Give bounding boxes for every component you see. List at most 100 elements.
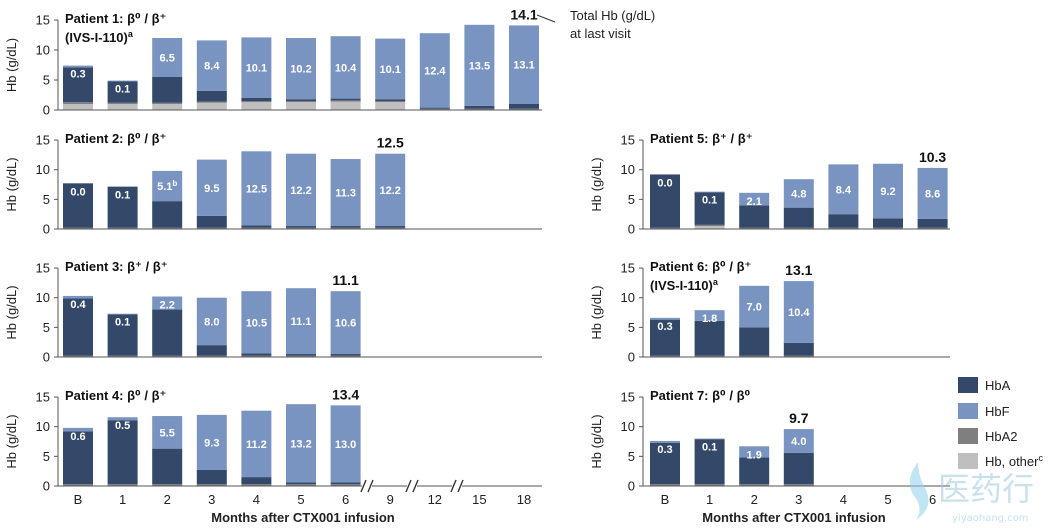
y-tick-label: 5 <box>628 449 635 464</box>
bar-segment-hba <box>286 482 316 485</box>
bar-segment-hba <box>196 215 227 228</box>
bar-value-label: 0.0 <box>657 177 672 189</box>
bar-segment-hba <box>783 452 814 485</box>
bar-value-label: 5.1b <box>157 179 177 193</box>
bar-value-label: 12.2 <box>290 185 311 197</box>
bar-segment-hba <box>63 67 93 103</box>
bar-value-label: 0.1 <box>115 84 130 96</box>
x-tick-label: 1 <box>119 492 126 507</box>
bar-segment-a2 <box>694 355 725 357</box>
bar-segment-hba <box>196 90 227 102</box>
y-tick-label: 15 <box>36 13 50 28</box>
bar-segment-a2 <box>419 108 450 110</box>
y-axis-title: Hb (g/dL) <box>4 157 19 211</box>
y-tick-label: 5 <box>628 192 635 207</box>
bar-value-label: 4.0 <box>791 436 806 448</box>
bar-segment-hbf <box>107 186 138 187</box>
bar-segment-hba <box>63 431 93 485</box>
y-axis-title: Hb (g/dL) <box>4 414 19 468</box>
bar-segment-hba <box>330 354 361 356</box>
bar-value-label: 9.3 <box>204 437 219 449</box>
total-hb-label: 10.3 <box>919 149 946 165</box>
bar-segment-hba <box>375 226 406 228</box>
y-tick-label: 0 <box>43 103 50 118</box>
bar-segment-other <box>152 104 183 110</box>
legend-label: HbF <box>985 404 1010 419</box>
bar-segment-hbf <box>107 313 138 315</box>
bar-segment-hba <box>63 298 93 356</box>
y-tick-label: 10 <box>36 419 50 434</box>
legend-label: Hb, otherc <box>985 453 1043 469</box>
bar-segment-a2 <box>783 484 814 486</box>
bar-segment-a2 <box>375 227 406 229</box>
bar-value-label: 8.0 <box>204 316 219 328</box>
x-tick-label: 3 <box>208 492 215 507</box>
bar-value-label: 0.5 <box>115 420 130 432</box>
bar-segment-hbf <box>873 163 903 219</box>
bar-segment-hba <box>694 320 725 356</box>
bar-segment-hbf <box>694 310 725 321</box>
bar-value-label: 0.1 <box>702 195 717 207</box>
y-tick-label: 0 <box>628 479 635 494</box>
x-tick-label: 6 <box>342 492 349 507</box>
y-tick-label: 5 <box>43 449 50 464</box>
y-tick-label: 10 <box>36 43 50 58</box>
footnote-marker: a <box>713 277 719 287</box>
bar-segment-hbf <box>196 414 227 470</box>
bar-segment-a2 <box>63 227 93 229</box>
bar-segment-hba <box>783 207 814 228</box>
total-hb-label: 11.1 <box>332 272 359 288</box>
bar-value-label: 13.0 <box>335 439 356 451</box>
panel-patient-3: 0 5 10 15 Hb (g/dL) Patient 3: β⁺ / β⁺ 0.4 0.1 2… <box>4 259 542 365</box>
bar-segment-other <box>286 102 316 110</box>
x-tick-label: B <box>661 492 670 507</box>
bar-segment-a2 <box>694 224 725 227</box>
y-tick-label: 0 <box>628 222 635 237</box>
legend-swatch <box>958 428 978 444</box>
legend-swatch <box>958 403 978 419</box>
y-axis-title: Hb (g/dL) <box>4 285 19 339</box>
bar-value-label: 5.5 <box>160 427 175 439</box>
bar-segment-a2 <box>509 108 539 110</box>
bar-segment-other <box>241 102 272 110</box>
bar-segment-hbf <box>196 297 227 346</box>
bar-segment-hbf <box>241 151 272 226</box>
bar-segment-hbf <box>739 192 770 206</box>
bar-segment-a2 <box>330 227 361 229</box>
panel-title: Patient 3: β⁺ / β⁺ <box>65 259 168 274</box>
axis-break-mark <box>405 479 412 493</box>
bar-segment-hba <box>152 77 183 103</box>
y-tick-label: 15 <box>621 133 635 148</box>
bar-segment-hbf <box>241 410 272 478</box>
bar-segment-a2 <box>63 102 93 104</box>
bar-segment-hbf <box>107 417 138 421</box>
bar-segment-hbf <box>152 416 183 449</box>
x-tick-label: 5 <box>884 492 891 507</box>
bar-segment-hba <box>107 314 138 356</box>
axis-break-mark <box>412 479 419 493</box>
y-tick-label: 0 <box>43 350 50 365</box>
bar-segment-hba <box>241 225 272 228</box>
bar-segment-hbf <box>694 438 725 440</box>
total-hb-label: 9.7 <box>789 410 809 426</box>
bar-segment-hba <box>63 183 93 228</box>
bar-segment-other <box>330 101 361 110</box>
bar-segment-hbf <box>464 24 495 106</box>
bar-segment-hba <box>650 174 680 228</box>
bar-segment-a2 <box>63 355 93 357</box>
bar-segment-hba <box>828 214 859 228</box>
legend-swatch <box>958 377 978 393</box>
axis-break-gap <box>452 479 462 493</box>
bar-segment-a2 <box>196 101 227 103</box>
bar-segment-a2 <box>241 355 272 357</box>
bar-segment-hbf <box>63 427 93 432</box>
bar-segment-hba <box>330 482 361 485</box>
bar-segment-hbf <box>152 38 183 77</box>
y-tick-label: 15 <box>36 261 50 276</box>
panel-title: Patient 4: β⁰ / β⁺ <box>65 388 166 403</box>
bar-segment-other <box>375 102 406 110</box>
bar-value-label: 10.6 <box>335 318 356 330</box>
bar-segment-a2 <box>375 101 406 103</box>
bar-value-label: 0.6 <box>70 431 85 443</box>
bar-segment-hbf <box>783 281 814 343</box>
